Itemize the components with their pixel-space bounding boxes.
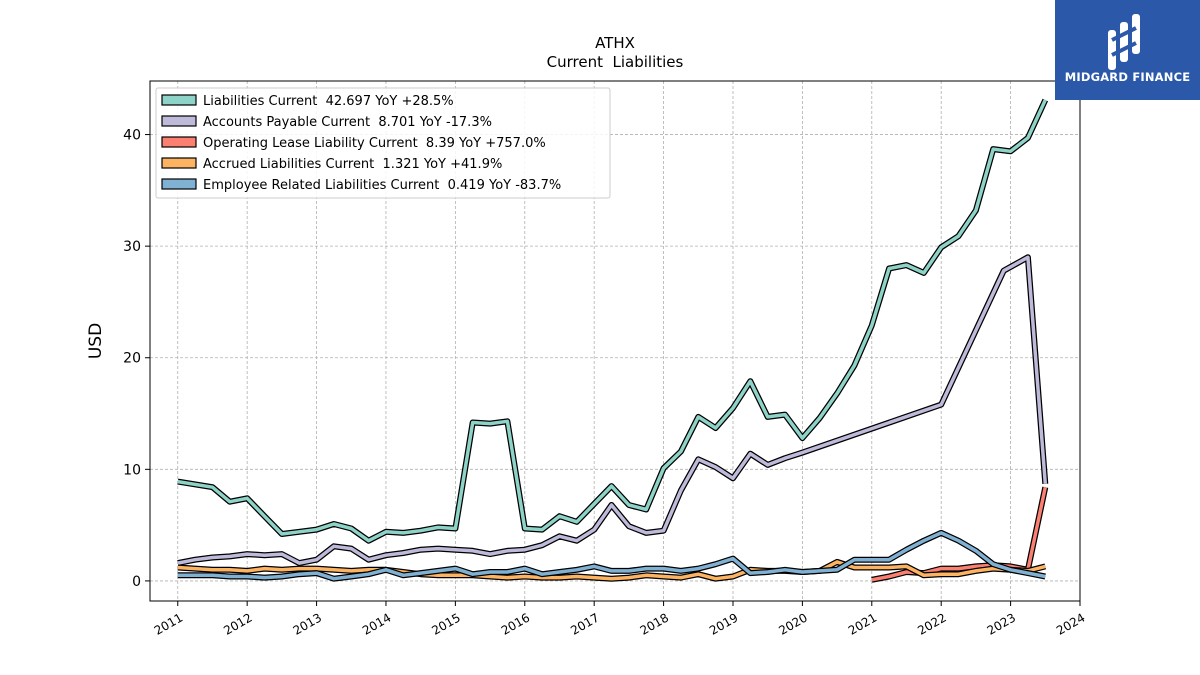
x-tick-label: 2022 [915, 610, 948, 637]
y-axis-label: USD [86, 323, 106, 359]
axes: 0 10 20 30 40 2011 2012 2013 2014 2015 2016 2017 201… [123, 128, 1087, 638]
legend-swatch [161, 115, 197, 127]
chart-title: ATHX [595, 34, 635, 52]
y-tick-label: 0 [132, 574, 141, 590]
x-tick-label: 2020 [776, 610, 809, 637]
logo-text: MIDGARD FINANCE [1064, 70, 1191, 84]
x-tick-label: 2019 [707, 610, 740, 637]
plot-frame [149, 80, 1081, 602]
series-line [177, 560, 1046, 581]
series-line [177, 255, 1048, 565]
y-tick-label: 10 [123, 462, 141, 478]
legend-label: Liabilities Current 42.697 YoY +28.5% [203, 94, 454, 109]
legend-swatch [161, 178, 197, 190]
x-tick-label: 2021 [846, 610, 879, 637]
x-tick-label: 2011 [152, 610, 185, 637]
midgard-m-logo-icon [1108, 14, 1140, 70]
series-line [177, 99, 1047, 543]
legend: Liabilities Current 42.697 YoY +28.5% Acc… [155, 87, 611, 199]
x-tick-label: 2018 [638, 610, 671, 637]
y-tick-label: 30 [123, 239, 141, 255]
x-tick-label: 2017 [568, 610, 601, 637]
x-tick-label: 2013 [291, 610, 324, 637]
legend-label: Accrued Liabilities Current 1.321 YoY +4… [203, 157, 502, 172]
plot-area [177, 98, 1049, 583]
x-tick-label: 2023 [985, 610, 1018, 637]
x-tick-label: 2015 [429, 610, 462, 637]
y-tick-label: 20 [123, 351, 141, 367]
legend-swatch [161, 136, 197, 148]
y-tick-label: 40 [123, 128, 141, 144]
legend-swatch [161, 94, 197, 106]
legend-label: Employee Related Liabilities Current 0.4… [203, 178, 561, 193]
legend-swatch [161, 157, 197, 169]
legend-label: Accounts Payable Current 8.701 YoY -17.3… [203, 115, 492, 130]
midgard-finance-logo: MIDGARD FINANCE [1055, 0, 1200, 100]
x-tick-label: 2012 [221, 610, 254, 637]
legend-box [155, 87, 611, 199]
series-line [177, 531, 1046, 581]
chart-subtitle: Current Liabilities [547, 53, 684, 71]
x-tick-label: 2024 [1054, 610, 1087, 637]
x-tick-label: 2014 [360, 610, 393, 637]
series-line-outline [177, 254, 1049, 567]
legend-label: Operating Lease Liability Current 8.39 Y… [203, 136, 546, 151]
x-tick-label: 2016 [499, 610, 532, 637]
